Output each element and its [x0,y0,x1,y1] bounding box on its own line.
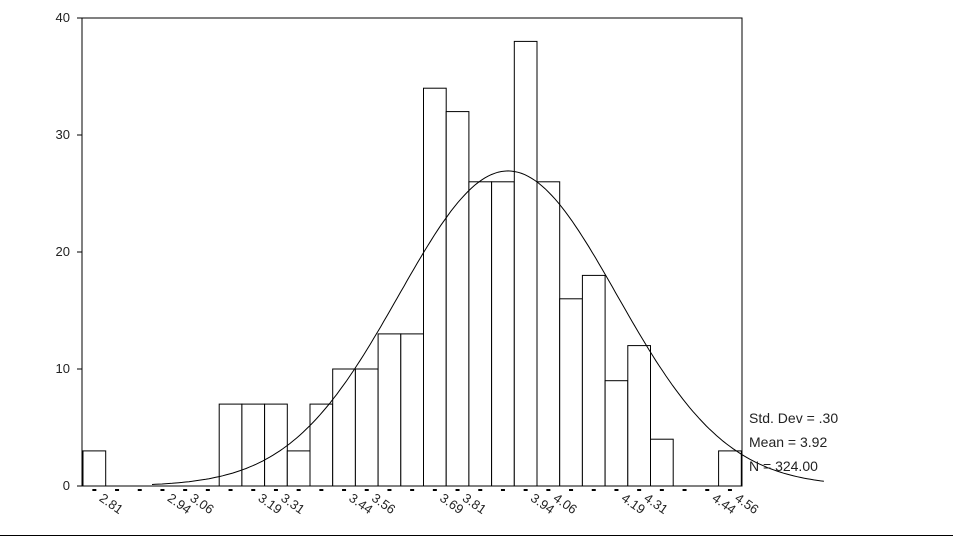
histogram-bar [354,368,379,487]
histogram-bar [264,403,288,487]
x-axis-labels: 2.81 2.943.06 3.193.31 3.443.56 3.693.81 3.94… [97,490,762,517]
histogram-bar [286,450,311,487]
histogram-bar [468,181,493,487]
histogram-bar [241,403,266,487]
histogram-bar [82,450,107,487]
histogram-bar [423,87,447,487]
y-tick-label: 30 [56,127,70,142]
histogram-bar [332,368,356,487]
y-tick-label: 0 [63,478,70,493]
plot-frame [81,17,743,487]
histogram-bar [513,40,538,487]
n-label: N = 324.00 [749,458,818,474]
histogram-bar [604,380,629,487]
histogram-bar [491,181,515,487]
histogram-bar [400,333,424,487]
histogram-bar [309,403,334,487]
histogram-bar [627,345,651,487]
y-axis-ticks: 0 10 20 30 40 [56,10,82,493]
histogram-bar [377,333,402,487]
bottom-rule [0,535,953,536]
x-category-label: 3.06 [187,490,216,517]
normal-curve [151,170,824,485]
y-tick-label: 20 [56,244,70,259]
histogram-bar [559,298,583,487]
mean-label: Mean = 3.92 [749,434,827,450]
histogram-bars [82,40,742,487]
x-category-label: 4.06 [551,490,580,517]
x-category-label: 3.81 [460,490,489,517]
stats-box: Std. Dev = .30 Mean = 3.92 N = 324.00 [749,410,838,474]
y-tick-label: 40 [56,10,70,25]
x-category-label: 2.81 [97,490,126,517]
std-dev-label: Std. Dev = .30 [749,410,838,426]
x-category-label: 3.56 [369,490,398,517]
x-category-label: 3.31 [278,490,307,517]
histogram-bar [718,450,742,487]
y-tick-label: 10 [56,361,70,376]
x-category-label: 4.56 [732,490,761,517]
histogram-bar [650,438,674,487]
histogram-bar [581,274,606,487]
histogram-bar [445,111,470,487]
histogram-bar [536,181,561,487]
x-category-label: 4.31 [641,490,670,517]
